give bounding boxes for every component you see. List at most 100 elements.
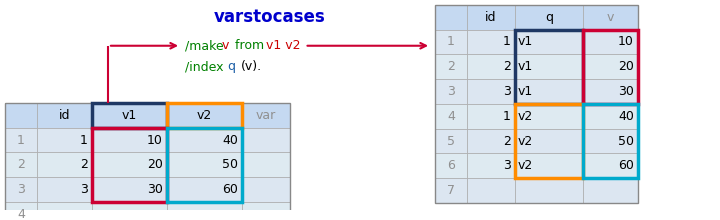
Bar <box>435 129 467 153</box>
Bar <box>37 103 92 128</box>
Bar <box>515 153 583 178</box>
Bar <box>37 177 92 202</box>
Text: /make: /make <box>185 39 228 52</box>
Text: 1: 1 <box>503 35 511 48</box>
Text: 6: 6 <box>447 159 455 172</box>
Text: v1: v1 <box>122 109 137 122</box>
Bar <box>167 128 242 152</box>
Bar <box>467 129 515 153</box>
Bar <box>435 153 467 178</box>
Bar <box>515 79 583 104</box>
Text: 50: 50 <box>222 158 238 171</box>
Text: var: var <box>256 109 276 122</box>
Bar <box>583 5 638 29</box>
Text: 5: 5 <box>447 135 455 148</box>
Bar <box>5 152 37 177</box>
Bar <box>435 5 638 203</box>
Text: 2: 2 <box>447 60 455 73</box>
Text: (v).: (v). <box>240 60 262 73</box>
Bar <box>242 128 290 152</box>
Text: /index: /index <box>185 60 228 73</box>
Text: 10: 10 <box>618 35 634 48</box>
Bar <box>92 128 167 202</box>
Bar <box>37 202 92 220</box>
Text: 2: 2 <box>80 158 88 171</box>
Bar <box>435 104 467 129</box>
Text: 3: 3 <box>503 85 511 98</box>
Bar <box>242 177 290 202</box>
Text: v1: v1 <box>518 60 534 73</box>
Text: id: id <box>59 109 71 122</box>
Text: varstocases: varstocases <box>214 8 326 26</box>
Text: 60: 60 <box>222 183 238 196</box>
Bar <box>92 103 167 128</box>
Text: q: q <box>545 11 553 24</box>
Bar <box>583 29 638 54</box>
Text: v2: v2 <box>518 110 534 123</box>
Bar <box>435 54 467 79</box>
Text: 20: 20 <box>147 158 163 171</box>
Bar <box>583 29 638 104</box>
Bar <box>92 152 167 177</box>
Bar <box>435 29 467 54</box>
Bar <box>583 79 638 104</box>
Text: 7: 7 <box>447 184 455 197</box>
Bar <box>5 177 37 202</box>
Text: 30: 30 <box>618 85 634 98</box>
Bar <box>242 103 290 128</box>
Bar <box>92 103 167 128</box>
Bar <box>583 153 638 178</box>
Bar <box>515 129 583 153</box>
Bar <box>167 128 242 202</box>
Text: 40: 40 <box>222 134 238 147</box>
Bar <box>92 177 167 202</box>
Bar <box>467 104 515 129</box>
Bar <box>515 29 583 104</box>
Bar <box>583 54 638 79</box>
Bar <box>467 54 515 79</box>
Bar <box>37 128 92 152</box>
Bar <box>467 153 515 178</box>
Bar <box>5 202 37 220</box>
Bar <box>435 178 467 203</box>
Bar <box>583 104 638 178</box>
Bar <box>167 177 242 202</box>
Bar <box>92 202 167 220</box>
Bar <box>583 129 638 153</box>
Text: 20: 20 <box>618 60 634 73</box>
Text: v2: v2 <box>518 159 534 172</box>
Text: 4: 4 <box>17 208 25 220</box>
Bar <box>467 5 515 29</box>
Text: 3: 3 <box>503 159 511 172</box>
Text: v1: v1 <box>518 85 534 98</box>
Bar <box>92 128 167 152</box>
Text: 3: 3 <box>447 85 455 98</box>
Text: 10: 10 <box>147 134 163 147</box>
Text: v: v <box>222 39 233 52</box>
Bar <box>583 178 638 203</box>
Text: 4: 4 <box>447 110 455 123</box>
Bar <box>467 79 515 104</box>
Bar <box>467 178 515 203</box>
Text: 1: 1 <box>503 110 511 123</box>
Text: 2: 2 <box>503 135 511 148</box>
Text: 2: 2 <box>503 60 511 73</box>
Bar <box>515 5 583 29</box>
Text: 3: 3 <box>17 183 25 196</box>
Text: 1: 1 <box>17 134 25 147</box>
Text: 50: 50 <box>618 135 634 148</box>
Bar <box>467 29 515 54</box>
Text: 40: 40 <box>618 110 634 123</box>
Bar <box>37 152 92 177</box>
Bar <box>242 202 290 220</box>
Bar <box>167 152 242 177</box>
Text: v2: v2 <box>518 135 534 148</box>
Bar <box>167 103 242 128</box>
Text: 30: 30 <box>147 183 163 196</box>
Text: v: v <box>607 11 614 24</box>
Bar <box>5 128 37 152</box>
Text: 1: 1 <box>447 35 455 48</box>
Bar <box>515 178 583 203</box>
Text: q: q <box>228 60 240 73</box>
Text: v1: v1 <box>518 35 534 48</box>
